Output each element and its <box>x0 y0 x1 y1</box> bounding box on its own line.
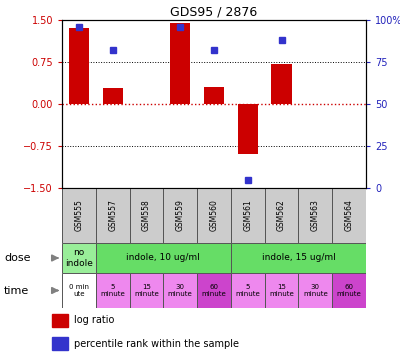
Text: percentile rank within the sample: percentile rank within the sample <box>74 339 239 349</box>
Bar <box>96 243 231 273</box>
Text: 60
minute: 60 minute <box>202 284 226 297</box>
Bar <box>130 188 163 243</box>
Bar <box>96 188 130 243</box>
Bar <box>298 273 332 308</box>
Text: GSM558: GSM558 <box>142 200 151 231</box>
Bar <box>62 188 96 243</box>
Bar <box>265 188 298 243</box>
Bar <box>102 88 123 104</box>
Bar <box>170 23 190 104</box>
Bar <box>62 273 96 308</box>
Bar <box>69 29 89 104</box>
Text: indole, 15 ug/ml: indole, 15 ug/ml <box>262 253 335 262</box>
Text: GSM564: GSM564 <box>345 200 354 231</box>
Text: 15
minute: 15 minute <box>134 284 159 297</box>
Bar <box>332 188 366 243</box>
Bar <box>231 273 265 308</box>
Bar <box>298 188 332 243</box>
Bar <box>52 337 68 350</box>
Bar <box>197 188 231 243</box>
Bar <box>231 188 265 243</box>
Bar <box>265 273 298 308</box>
Bar <box>163 188 197 243</box>
Text: log ratio: log ratio <box>74 315 114 325</box>
Bar <box>272 64 292 104</box>
Bar <box>332 273 366 308</box>
Bar <box>96 273 130 308</box>
Bar <box>238 104 258 154</box>
Bar <box>163 273 197 308</box>
Text: dose: dose <box>4 253 30 263</box>
Text: 30
minute: 30 minute <box>168 284 192 297</box>
Bar <box>231 243 366 273</box>
Text: 0 min
ute: 0 min ute <box>69 284 89 297</box>
Text: 15
minute: 15 minute <box>269 284 294 297</box>
Text: GSM559: GSM559 <box>176 200 185 231</box>
Text: 5
minute: 5 minute <box>100 284 125 297</box>
Bar <box>62 243 96 273</box>
Text: GSM563: GSM563 <box>311 200 320 231</box>
Text: indole, 10 ug/ml: indole, 10 ug/ml <box>126 253 200 262</box>
Text: 30
minute: 30 minute <box>303 284 328 297</box>
Title: GDS95 / 2876: GDS95 / 2876 <box>170 6 258 19</box>
Bar <box>197 273 231 308</box>
Text: GSM562: GSM562 <box>277 200 286 231</box>
Text: time: time <box>4 286 29 296</box>
Bar <box>52 314 68 327</box>
Text: no
indole: no indole <box>65 248 93 268</box>
Text: GSM555: GSM555 <box>74 200 83 231</box>
Bar <box>204 87 224 104</box>
Text: GSM557: GSM557 <box>108 200 117 231</box>
Text: GSM561: GSM561 <box>243 200 252 231</box>
Text: GSM560: GSM560 <box>210 200 218 231</box>
Bar <box>130 273 163 308</box>
Text: 60
minute: 60 minute <box>337 284 362 297</box>
Text: 5
minute: 5 minute <box>236 284 260 297</box>
